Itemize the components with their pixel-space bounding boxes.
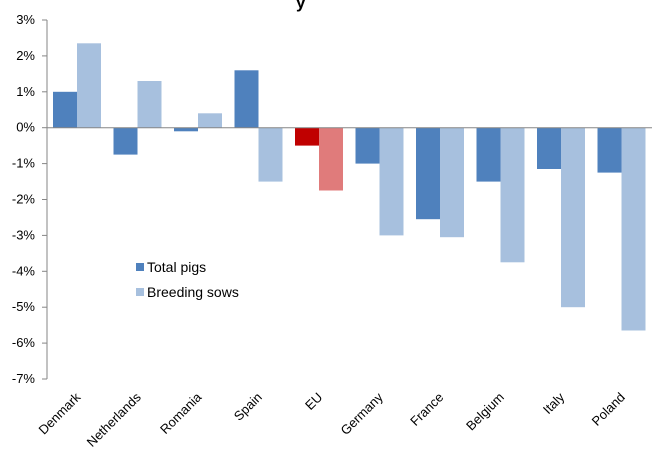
x-category-label: EU — [302, 390, 325, 413]
legend-swatch — [136, 263, 144, 271]
x-category-label: Poland — [589, 390, 628, 429]
bar-france-total-pigs — [416, 127, 440, 220]
legend-label: Breeding sows — [147, 284, 239, 300]
bar-denmark-breeding-sows — [77, 43, 101, 128]
y-axis: 3% 2% 1% 0% -1% -2% -3% -4% -5% -6% -7% — [12, 12, 48, 386]
y-tick-label: 3% — [16, 12, 35, 27]
x-category-label: Spain — [231, 390, 265, 424]
y-tick-label: -6% — [12, 335, 36, 350]
bar-belgium-breeding-sows — [500, 127, 525, 263]
x-category-label: Germany — [337, 389, 386, 438]
x-category-label: Belgium — [463, 390, 507, 434]
bar-eu-total-pigs — [295, 127, 319, 146]
bar-poland-total-pigs — [597, 127, 622, 173]
x-category-label: Denmark — [35, 389, 83, 437]
y-tick-label: -1% — [12, 156, 36, 171]
y-tick-label: -5% — [12, 299, 36, 314]
bars — [53, 43, 646, 331]
bar-romania-breeding-sows — [198, 113, 222, 128]
bar-spain-breeding-sows — [258, 127, 283, 182]
chart-title-fragment: y — [296, 0, 306, 12]
bar-netherlands-total-pigs — [113, 127, 138, 155]
x-category-label: Romania — [157, 389, 205, 437]
y-tick-label: -7% — [12, 371, 36, 386]
bar-denmark-total-pigs — [53, 91, 77, 128]
legend-label: Total pigs — [147, 259, 206, 275]
bar-france-breeding-sows — [440, 127, 464, 238]
bar-italy-breeding-sows — [561, 127, 585, 308]
x-category-label: France — [407, 390, 446, 429]
x-category-label: Italy — [540, 389, 568, 417]
y-tick-label: -2% — [12, 192, 36, 207]
bar-spain-total-pigs — [234, 70, 259, 128]
legend: Total pigs Breeding sows — [136, 259, 239, 300]
y-tick-label: -3% — [12, 227, 36, 242]
bar-romania-total-pigs — [174, 127, 198, 132]
x-axis: Denmark Netherlands Romania Spain EU Germany F… — [35, 127, 652, 450]
y-tick-label: 2% — [16, 48, 35, 63]
bar-belgium-total-pigs — [476, 127, 501, 182]
y-tick-label: 1% — [16, 84, 35, 99]
bar-germany-total-pigs — [355, 127, 380, 164]
x-category-label: Netherlands — [84, 389, 145, 450]
bar-netherlands-breeding-sows — [137, 81, 162, 128]
bar-eu-breeding-sows — [319, 127, 343, 191]
bar-germany-breeding-sows — [379, 127, 404, 236]
y-tick-label: -4% — [12, 263, 36, 278]
bar-poland-breeding-sows — [621, 127, 646, 331]
bar-italy-total-pigs — [537, 127, 561, 169]
legend-swatch — [136, 288, 144, 296]
y-tick-label: 0% — [16, 120, 35, 135]
